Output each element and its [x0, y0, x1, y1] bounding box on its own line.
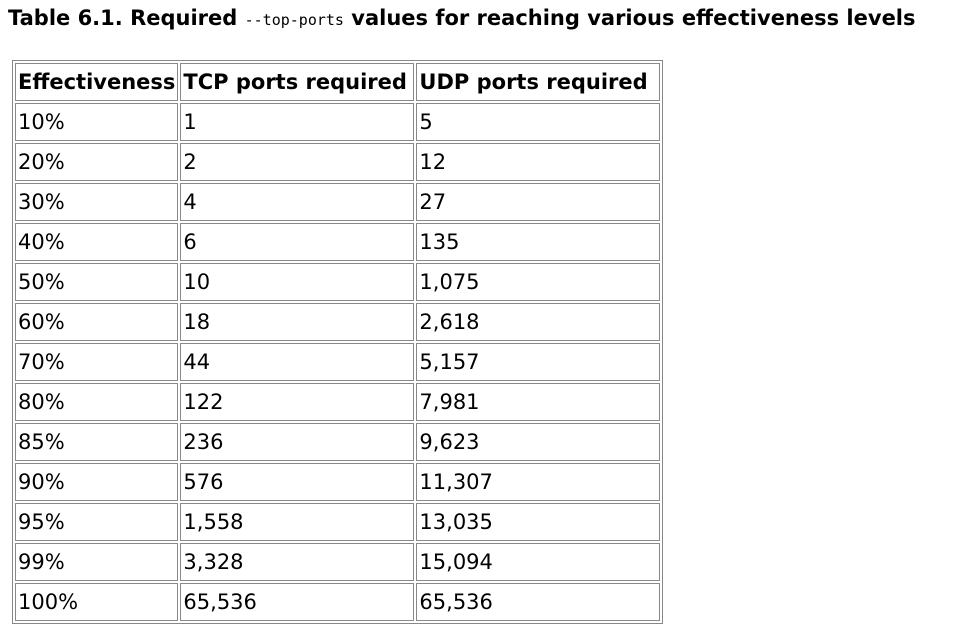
table-row: 20% 2 12: [15, 143, 661, 181]
table-row: 95% 1,558 13,035: [15, 503, 661, 541]
table-cell: 1,558: [180, 503, 415, 541]
table-cell: 576: [180, 463, 415, 501]
table-cell: 18: [180, 303, 415, 341]
table-cell: 9,623: [416, 423, 661, 461]
caption-text: Table 6.1. Required: [8, 6, 245, 30]
data-table: Effectiveness TCP ports required UDP ports…: [12, 60, 664, 624]
header-cell: TCP ports required: [180, 63, 415, 101]
table-cell: 12: [416, 143, 661, 181]
header-cell: Effectiveness: [15, 63, 179, 101]
table-row: 50% 10 1,075: [15, 263, 661, 301]
table-cell: 30%: [15, 183, 179, 221]
table-cell: 1,075: [416, 263, 661, 301]
table-cell: 10%: [15, 103, 179, 141]
table-row: 60% 18 2,618: [15, 303, 661, 341]
table-cell: 15,094: [416, 543, 661, 581]
header-cell: UDP ports required: [416, 63, 661, 101]
table-cell: 60%: [15, 303, 179, 341]
caption-code: --top-ports: [244, 11, 344, 29]
table-row: 90% 576 11,307: [15, 463, 661, 501]
table-cell: 20%: [15, 143, 179, 181]
table-cell: 4: [180, 183, 415, 221]
table-cell: 40%: [15, 223, 179, 261]
table-cell: 100%: [15, 583, 179, 621]
table-cell: 1: [180, 103, 415, 141]
table-cell: 70%: [15, 343, 179, 381]
table-cell: 135: [416, 223, 661, 261]
table-cell: 11,307: [416, 463, 661, 501]
table-cell: 236: [180, 423, 415, 461]
table-cell: 27: [416, 183, 661, 221]
table-cell: 2: [180, 143, 415, 181]
table-row: 70% 44 5,157: [15, 343, 661, 381]
table-cell: 95%: [15, 503, 179, 541]
table-cell: 85%: [15, 423, 179, 461]
table-cell: 2,618: [416, 303, 661, 341]
table-row: 80% 122 7,981: [15, 383, 661, 421]
table-cell: 13,035: [416, 503, 661, 541]
table-cell: 10: [180, 263, 415, 301]
table-cell: 65,536: [180, 583, 415, 621]
table-row: 40% 6 135: [15, 223, 661, 261]
table-cell: 90%: [15, 463, 179, 501]
table-cell: 80%: [15, 383, 179, 421]
table-caption: Table 6.1. Required --top-ports values f…: [8, 6, 916, 30]
table-cell: 6: [180, 223, 415, 261]
table-row: 99% 3,328 15,094: [15, 543, 661, 581]
table-row: 85% 236 9,623: [15, 423, 661, 461]
table-cell: 7,981: [416, 383, 661, 421]
table-cell: 5: [416, 103, 661, 141]
caption-text: values for reaching various effectivenes…: [343, 6, 916, 30]
table-row: 100% 65,536 65,536: [15, 583, 661, 621]
table-cell: 99%: [15, 543, 179, 581]
table-row: 30% 4 27: [15, 183, 661, 221]
table-cell: 65,536: [416, 583, 661, 621]
table-cell: 5,157: [416, 343, 661, 381]
table-cell: 122: [180, 383, 415, 421]
table-cell: 50%: [15, 263, 179, 301]
table-cell: 3,328: [180, 543, 415, 581]
table-row: 10% 1 5: [15, 103, 661, 141]
header-row: Effectiveness TCP ports required UDP ports…: [15, 63, 661, 101]
table-cell: 44: [180, 343, 415, 381]
